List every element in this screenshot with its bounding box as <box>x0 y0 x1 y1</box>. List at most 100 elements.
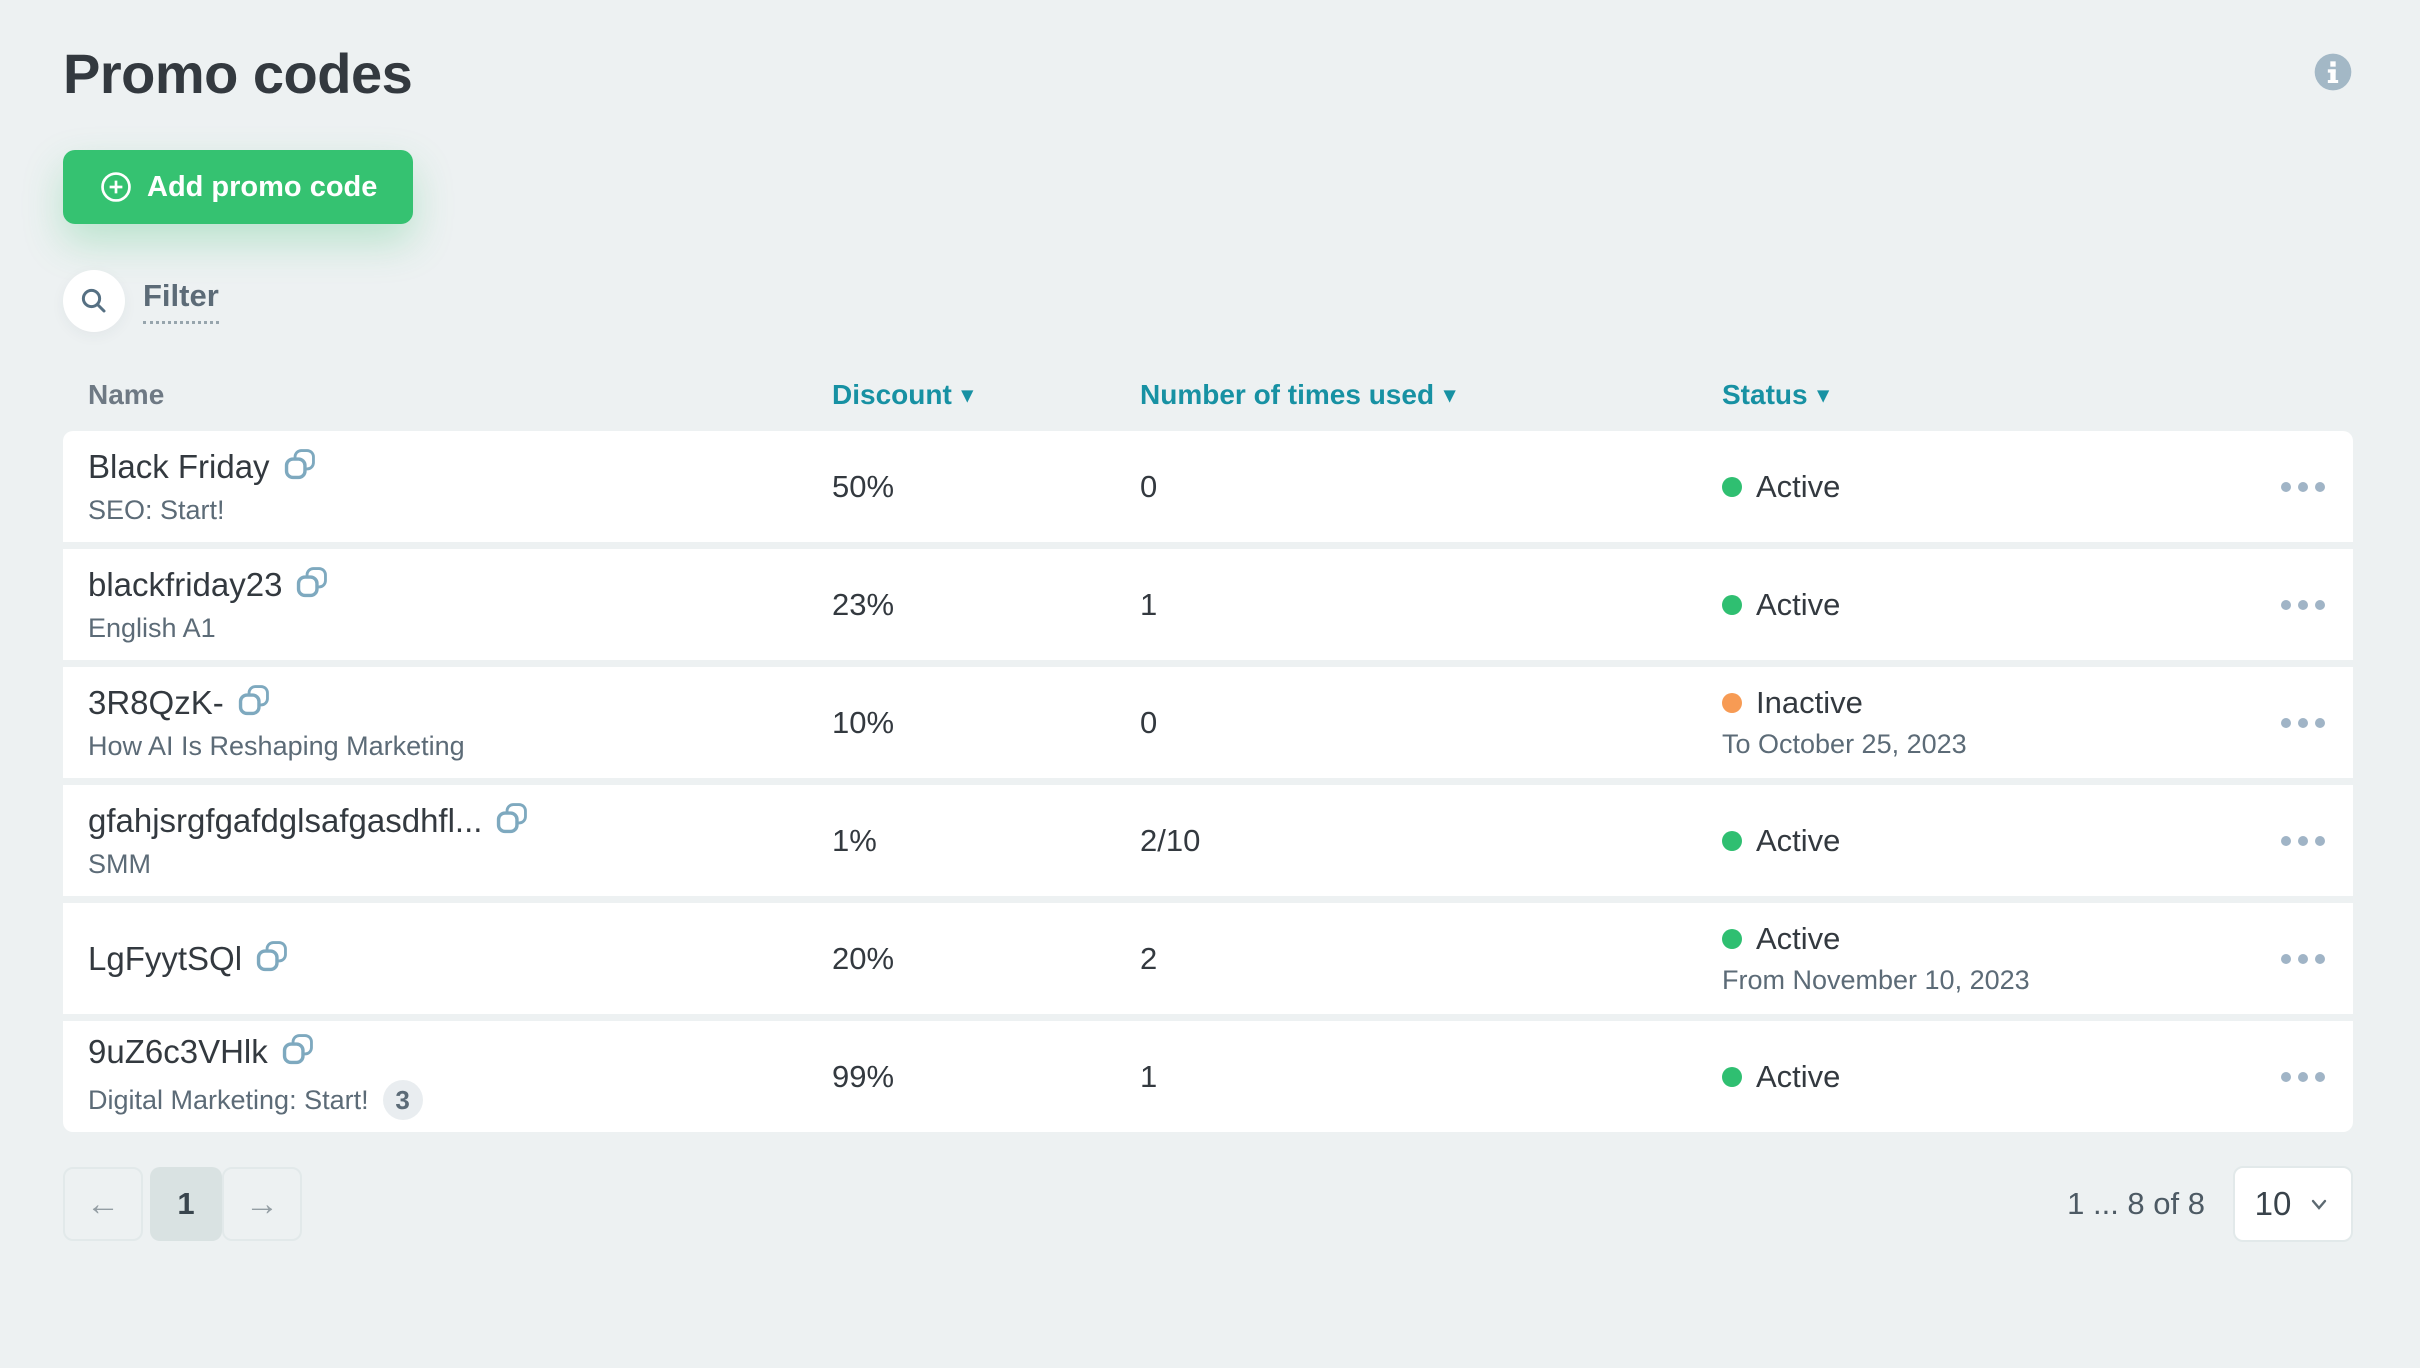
times-used-cell: 2/10 <box>1140 822 1201 858</box>
status-cell: Active <box>1722 1059 2233 1095</box>
page-size-select[interactable]: 10 <box>2233 1166 2353 1243</box>
actions-cell <box>2233 1062 2353 1092</box>
discount-cell: 1% <box>832 822 877 858</box>
pagination-range-text: 1 ... 8 of 8 <box>2067 1186 2205 1222</box>
row-menu-ellipsis-icon[interactable] <box>2281 944 2325 974</box>
status-label: Active <box>1756 1058 1841 1094</box>
status-label: Active <box>1756 921 1841 957</box>
sort-caret-icon: ▾ <box>1817 382 1829 408</box>
promo-code-name: 9uZ6c3VHlk <box>88 1033 268 1071</box>
status-dot-icon <box>1722 929 1742 950</box>
status-label: Active <box>1756 822 1841 858</box>
status-cell: Active <box>1722 587 2233 623</box>
pagination-bar: ← 1 → 1 ... 8 of 8 10 <box>63 1166 2353 1243</box>
actions-cell <box>2233 472 2353 502</box>
row-menu-ellipsis-icon[interactable] <box>2281 472 2325 502</box>
column-header-times-used[interactable]: Number of times used ▾ <box>1140 379 1456 411</box>
status-dot-icon <box>1722 594 1742 615</box>
row-menu-ellipsis-icon[interactable] <box>2281 590 2325 620</box>
copy-icon[interactable] <box>283 447 317 481</box>
discount-cell: 20% <box>832 940 895 976</box>
status-cell: Active <box>1722 823 2233 859</box>
add-promo-code-button[interactable]: Add promo code <box>63 150 414 225</box>
status-label: Active <box>1756 586 1841 622</box>
sort-caret-icon: ▾ <box>1444 382 1456 408</box>
times-used-cell: 2 <box>1140 940 1158 976</box>
table-row: gfahjsrgfgafdglsafgasdhfl... SMM 1% 2/10 <box>63 785 2353 897</box>
copy-icon[interactable] <box>255 939 289 973</box>
times-used-cell: 1 <box>1140 586 1158 622</box>
name-cell: blackfriday23 English A1 <box>88 566 832 644</box>
status-label: Inactive <box>1756 685 1863 721</box>
copy-icon[interactable] <box>495 801 529 835</box>
copy-icon[interactable] <box>281 1032 315 1066</box>
page-header: Promo codes <box>63 42 2353 106</box>
name-cell: 3R8QzK- How AI Is Reshaping Marketing <box>88 684 832 762</box>
row-menu-ellipsis-icon[interactable] <box>2281 708 2325 738</box>
actions-cell <box>2233 826 2353 856</box>
status-cell: Active <box>1722 469 2233 505</box>
promo-code-name: Black Friday <box>88 447 270 485</box>
actions-cell <box>2233 708 2353 738</box>
discount-cell: 10% <box>832 704 895 740</box>
table-row: Black Friday SEO: Start! 50% 0 <box>63 431 2353 543</box>
promo-code-name: 3R8QzK- <box>88 683 224 721</box>
promo-code-subtitle: English A1 <box>88 612 216 643</box>
current-page-button[interactable]: 1 <box>150 1167 222 1242</box>
copy-icon[interactable] <box>295 565 329 599</box>
table-body: Black Friday SEO: Start! 50% 0 <box>63 431 2353 1133</box>
table-row: LgFyytSQl 20% 2 Active From Nov <box>63 903 2353 1015</box>
name-cell: LgFyytSQl <box>88 940 832 978</box>
column-header-name: Name <box>88 379 165 411</box>
name-cell: gfahjsrgfgafdglsafgasdhfl... SMM <box>88 802 832 880</box>
times-used-cell: 0 <box>1140 468 1158 504</box>
discount-cell: 23% <box>832 586 895 622</box>
filter-bar: Filter <box>63 270 2353 333</box>
discount-cell: 50% <box>832 468 895 504</box>
page-title: Promo codes <box>63 42 413 105</box>
promo-code-subtitle: Digital Marketing: Start! <box>88 1084 369 1115</box>
sort-caret-icon: ▾ <box>961 382 973 408</box>
column-header-status[interactable]: Status ▾ <box>1722 379 1829 411</box>
actions-cell <box>2233 590 2353 620</box>
status-cell: Inactive To October 25, 2023 <box>1722 685 2233 760</box>
times-used-cell: 1 <box>1140 1058 1158 1094</box>
promo-code-name: gfahjsrgfgafdglsafgasdhfl... <box>88 801 483 839</box>
table-row: blackfriday23 English A1 23% 1 <box>63 549 2353 661</box>
status-dot-icon <box>1722 1066 1742 1087</box>
table-row: 3R8QzK- How AI Is Reshaping Marketing 10… <box>63 667 2353 779</box>
chevron-down-icon <box>2307 1192 2331 1216</box>
table-header: Name Discount ▾ Number of times used ▾ S… <box>63 376 2353 414</box>
promo-code-name: LgFyytSQl <box>88 939 243 977</box>
table-row: 9uZ6c3VHlk Digital Marketing: Start! 3 9… <box>63 1021 2353 1133</box>
filter-toggle[interactable]: Filter <box>143 278 219 325</box>
discount-cell: 99% <box>832 1058 895 1094</box>
status-dot-icon <box>1722 830 1742 851</box>
add-promo-code-label: Add promo code <box>147 170 378 203</box>
actions-cell <box>2233 944 2353 974</box>
search-icon[interactable] <box>63 270 125 333</box>
promo-code-name: blackfriday23 <box>88 565 283 603</box>
copy-icon[interactable] <box>237 683 271 717</box>
prev-page-button[interactable]: ← <box>63 1167 143 1242</box>
count-badge: 3 <box>382 1080 423 1121</box>
promo-code-subtitle: SMM <box>88 848 151 879</box>
status-cell: Active From November 10, 2023 <box>1722 921 2233 996</box>
next-page-button[interactable]: → <box>222 1167 302 1242</box>
times-used-cell: 0 <box>1140 704 1158 740</box>
status-date-note: To October 25, 2023 <box>1722 729 1967 760</box>
promo-code-subtitle: How AI Is Reshaping Marketing <box>88 730 465 761</box>
row-menu-ellipsis-icon[interactable] <box>2281 1062 2325 1092</box>
status-dot-icon <box>1722 476 1742 497</box>
info-icon[interactable] <box>2313 52 2353 92</box>
status-label: Active <box>1756 468 1841 504</box>
row-menu-ellipsis-icon[interactable] <box>2281 826 2325 856</box>
status-date-note: From November 10, 2023 <box>1722 965 2030 996</box>
promo-code-subtitle: SEO: Start! <box>88 494 225 525</box>
page-size-value: 10 <box>2254 1185 2292 1223</box>
column-header-discount[interactable]: Discount ▾ <box>832 379 973 411</box>
name-cell: 9uZ6c3VHlk Digital Marketing: Start! 3 <box>88 1032 832 1121</box>
status-dot-icon <box>1722 693 1742 714</box>
name-cell: Black Friday SEO: Start! <box>88 448 832 526</box>
